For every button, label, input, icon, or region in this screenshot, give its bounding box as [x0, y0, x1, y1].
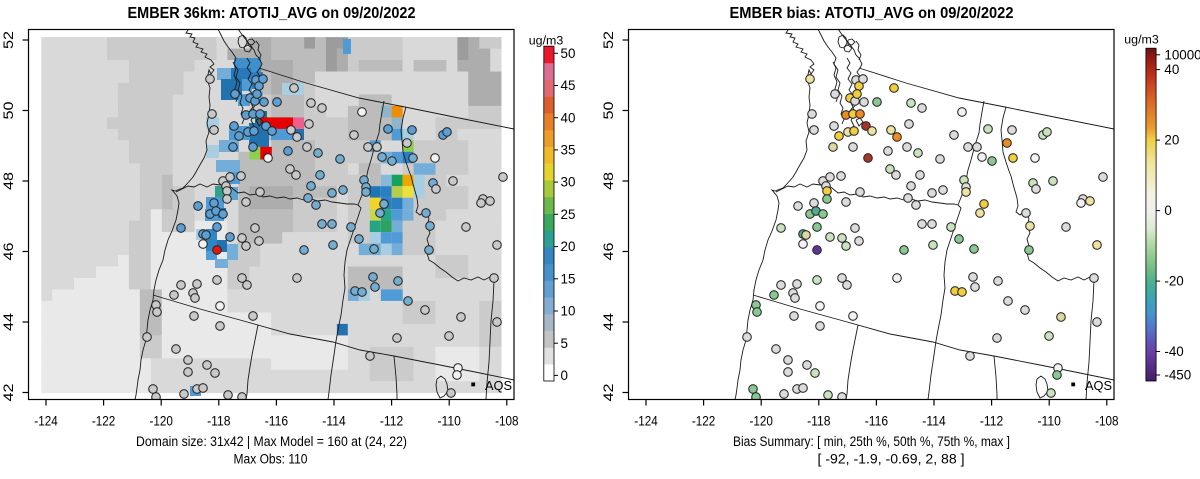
svg-text:ug/m3: ug/m3: [529, 34, 564, 48]
svg-text:48: 48: [1, 172, 16, 190]
svg-text:-450: -450: [1164, 368, 1191, 383]
svg-text:-122: -122: [92, 414, 115, 429]
svg-text:0: 0: [1164, 203, 1171, 218]
svg-text:10000: 10000: [1164, 47, 1200, 62]
svg-text:-120: -120: [150, 414, 174, 429]
svg-text:50: 50: [1, 101, 16, 119]
svg-text:48: 48: [601, 172, 616, 190]
svg-text:-120: -120: [750, 414, 774, 429]
svg-text:-40: -40: [1164, 344, 1183, 359]
svg-text:-114: -114: [922, 414, 946, 429]
svg-text:25: 25: [561, 207, 576, 222]
svg-text:-114: -114: [322, 414, 346, 429]
svg-text:45: 45: [561, 78, 576, 93]
svg-text:-112: -112: [980, 414, 1003, 429]
svg-text:-110: -110: [1038, 414, 1062, 429]
svg-text:44: 44: [1, 313, 16, 331]
svg-text:-20: -20: [1164, 274, 1183, 289]
svg-text:42: 42: [1, 384, 16, 402]
svg-text:30: 30: [561, 175, 576, 190]
svg-text:50: 50: [561, 46, 576, 61]
svg-text:-108: -108: [495, 414, 519, 429]
svg-text:46: 46: [601, 242, 616, 260]
svg-text:42: 42: [601, 384, 616, 402]
svg-text:5: 5: [561, 336, 568, 351]
svg-text:[ -92, -1.9, -0.69, 2, 88 ]: [ -92, -1.9, -0.69, 2, 88 ]: [818, 452, 965, 467]
svg-text:15: 15: [561, 271, 576, 286]
svg-text:-110: -110: [438, 414, 462, 429]
svg-text:46: 46: [1, 242, 16, 260]
svg-text:-108: -108: [1095, 414, 1119, 429]
svg-text:-118: -118: [807, 414, 831, 429]
svg-text:-116: -116: [265, 414, 289, 429]
svg-text:52: 52: [1, 31, 16, 49]
svg-text:EMBER 36km: ATOTIJ_AVG on 09/2: EMBER 36km: ATOTIJ_AVG on 09/20/2022: [128, 5, 416, 22]
svg-text:-118: -118: [207, 414, 231, 429]
svg-text:10: 10: [561, 304, 576, 319]
svg-text:50: 50: [601, 101, 616, 119]
svg-text:Bias Summary: [ min, 25th %, 5: Bias Summary: [ min, 25th %, 50th %, 75t…: [733, 434, 1010, 449]
svg-text:Domain size: 31x42 | Max Model: Domain size: 31x42 | Max Model = 160 at …: [136, 434, 407, 449]
svg-text:ug/m3: ug/m3: [1124, 33, 1159, 47]
svg-text:Max Obs: 110: Max Obs: 110: [234, 452, 308, 467]
svg-text:-124: -124: [34, 414, 58, 429]
svg-text:40: 40: [1164, 62, 1179, 77]
svg-text:52: 52: [601, 31, 616, 49]
svg-text:-116: -116: [865, 414, 889, 429]
svg-text:20: 20: [1164, 133, 1179, 148]
svg-text:AQS: AQS: [485, 378, 512, 393]
svg-text:20: 20: [561, 239, 576, 254]
svg-text:-124: -124: [634, 414, 658, 429]
svg-text:35: 35: [561, 143, 576, 158]
svg-text:AQS: AQS: [1085, 378, 1112, 393]
svg-text:EMBER bias: ATOTIJ_AVG on 09/2: EMBER bias: ATOTIJ_AVG on 09/20/2022: [730, 5, 1014, 22]
svg-text:40: 40: [561, 110, 576, 125]
svg-text:0: 0: [561, 368, 568, 383]
svg-text:-122: -122: [692, 414, 715, 429]
svg-text:44: 44: [601, 313, 616, 331]
svg-text:-112: -112: [380, 414, 403, 429]
